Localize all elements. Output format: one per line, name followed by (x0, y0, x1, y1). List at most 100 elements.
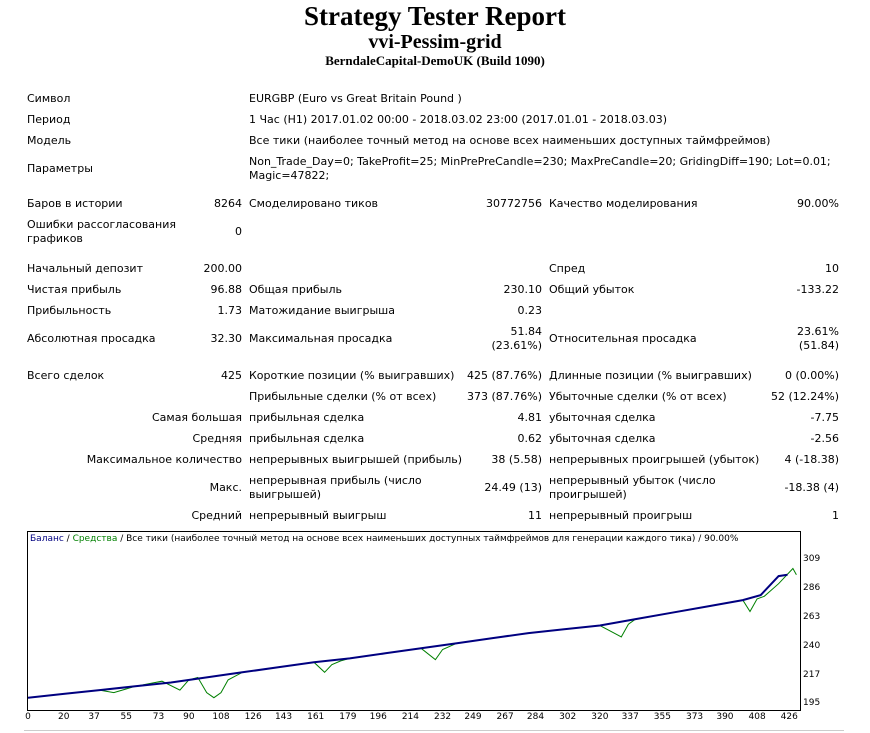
largest-label: Самая большая (151, 411, 242, 424)
maxprofit-value: 24.49 (13) (484, 481, 542, 494)
mismatch-value: 0 (235, 225, 242, 238)
x-tick-label: 196 (369, 712, 387, 722)
x-tick-label: 373 (685, 712, 704, 722)
mismatch-label2: графиков (27, 232, 83, 245)
expected-label: Матожидание выигрыша (249, 304, 395, 317)
x-tick-label: 108 (212, 712, 230, 722)
total-value: 425 (221, 369, 242, 382)
x-tick-label: 426 (780, 712, 798, 722)
ticks-value: 30772756 (486, 197, 542, 210)
gross-loss-value: -133.22 (796, 283, 839, 296)
spread-label: Спред (549, 262, 586, 275)
params-label: Параметры (27, 162, 93, 175)
x-tick-label: 320 (591, 712, 609, 722)
x-tick-label: 232 (433, 712, 452, 722)
max-label: Макс. (209, 481, 242, 494)
params-line1: Non_Trade_Day=0; TakeProfit=25; MinPrePr… (249, 155, 831, 168)
balance-chart: Баланс / Средства / Все тики (наиболее т… (27, 531, 801, 711)
loss-trades-label: Убыточные сделки (% от всех) (549, 390, 727, 403)
gross-profit-label: Общая прибыль (249, 283, 342, 296)
x-tick-label: 143 (274, 712, 293, 722)
maxprofit-label1: непрерывная прибыль (число (249, 474, 422, 487)
avg-profit-label: прибыльная сделка (249, 432, 365, 445)
avgcons-losses-value: 1 (832, 509, 839, 522)
quality-value: 90.00% (797, 197, 839, 210)
model-value: Все тики (наиболее точный метод на основ… (249, 134, 771, 147)
x-tick-label: 249 (464, 712, 482, 722)
rel-dd-value1: 23.61% (797, 325, 839, 338)
chart-plot (28, 567, 797, 699)
short-label: Короткие позиции (% выигравших) (249, 369, 455, 382)
abs-dd-label: Абсолютная просадка (27, 332, 156, 345)
params-line2: Magic=47822; (249, 169, 330, 182)
x-tick-label: 267 (496, 712, 514, 722)
short-value: 425 (87.76%) (466, 369, 542, 382)
gross-profit-value: 230.10 (503, 283, 543, 296)
maxloss-label1: непрерывный убыток (число (549, 474, 716, 487)
maxcons-wins-value: 38 (5.58) (491, 453, 542, 466)
avgcons-losses-label: непрерывный проигрыш (549, 509, 693, 522)
mismatch-label1: Ошибки рассогласования (27, 218, 177, 231)
max-dd-label: Максимальная просадка (249, 332, 393, 345)
ticks-label: Смоделировано тиков (249, 197, 379, 210)
net-label: Чистая прибыль (27, 283, 122, 296)
equity-line (28, 567, 797, 699)
expected-value: 0.23 (517, 304, 543, 317)
bars-label: Баров в истории (27, 197, 123, 210)
gross-loss-label: Общий убыток (549, 283, 635, 296)
x-tick-label: 408 (748, 712, 766, 722)
pf-value: 1.73 (217, 304, 243, 317)
pf-label: Прибыльность (27, 304, 112, 317)
legend-equity: Средства (72, 534, 118, 544)
symbol-label: Символ (27, 92, 71, 105)
report-title: Strategy Tester Report (304, 1, 566, 31)
x-tick-label: 126 (244, 712, 262, 722)
largest-loss-value: -7.75 (810, 411, 839, 424)
x-tick-label: 90 (183, 712, 195, 722)
maxcons-losses-value: 4 (-18.38) (784, 453, 839, 466)
ea-name: vvi-Pessim-grid (368, 31, 502, 53)
legend-balance: Баланс (30, 534, 64, 544)
avgcons-wins-value: 11 (528, 509, 542, 522)
maxcount-label: Максимальное количество (86, 453, 242, 466)
x-tick-label: 37 (88, 712, 100, 722)
total-label: Всего сделок (27, 369, 105, 382)
symbol-value: EURGBP (Euro vs Great Britain Pound ) (249, 92, 462, 105)
x-tick-label: 73 (152, 712, 165, 722)
max-dd-value2: (23.61%) (491, 339, 542, 352)
bars-value: 8264 (214, 197, 242, 210)
y-tick-label: 240 (803, 641, 821, 651)
balance-line (28, 573, 788, 699)
maxprofit-label2: выигрышей) (249, 488, 322, 501)
y-tick-label: 309 (803, 553, 821, 564)
legend-sep: / (63, 534, 73, 544)
avg-label: Средняя (192, 432, 242, 445)
x-tick-label: 179 (339, 712, 357, 722)
maxloss-value: -18.38 (4) (784, 481, 839, 494)
x-tick-label: 161 (307, 712, 325, 722)
x-tick-label: 20 (58, 712, 70, 722)
server-name: BerndaleCapital-DemoUK (Build 1090) (325, 53, 545, 68)
x-tick-label: 0 (25, 712, 31, 722)
y-tick-label: 217 (803, 670, 821, 681)
rel-dd-value2: (51.84) (798, 339, 839, 352)
maxcons-losses-label: непрерывных проигрышей (убыток) (549, 453, 760, 466)
largest-loss-label: убыточная сделка (549, 411, 656, 424)
legend-rest: / Все тики (наиболее точный метод на осн… (117, 534, 739, 544)
deposit-label: Начальный депозит (27, 262, 143, 275)
maxcons-wins-label: непрерывных выигрышей (прибыль) (249, 453, 463, 466)
largest-profit-value: 4.81 (517, 411, 543, 424)
deposit-value: 200.00 (203, 262, 243, 275)
maxloss-label2: проигрышей) (549, 488, 627, 501)
model-label: Модель (27, 134, 72, 147)
max-dd-value1: 51.84 (510, 325, 543, 338)
bottom-divider (24, 730, 844, 731)
profit-trades-value: 373 (87.76%) (466, 390, 542, 403)
spread-value: 10 (825, 262, 839, 275)
avg-loss-label: убыточная сделка (549, 432, 656, 445)
y-tick-label: 195 (803, 698, 821, 708)
x-tick-label: 302 (559, 712, 577, 722)
x-tick-label: 55 (120, 712, 132, 722)
period-value: 1 Час (H1) 2017.01.02 00:00 - 2018.03.02… (249, 113, 667, 126)
chart-legend: Баланс / Средства / Все тики (наиболее т… (30, 534, 738, 544)
